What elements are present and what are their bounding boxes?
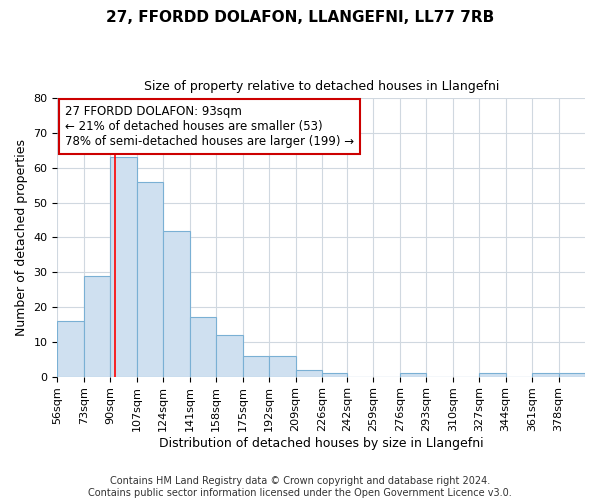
Bar (242, 356, 269, 376)
Bar (559, 373, 585, 376)
Bar (163, 230, 190, 376)
Bar (110, 158, 137, 376)
Bar (84, 276, 110, 376)
Text: 27 FFORDD DOLAFON: 93sqm
← 21% of detached houses are smaller (53)
78% of semi-d: 27 FFORDD DOLAFON: 93sqm ← 21% of detach… (65, 106, 355, 148)
Text: 27, FFORDD DOLAFON, LLANGEFNI, LL77 7RB: 27, FFORDD DOLAFON, LLANGEFNI, LL77 7RB (106, 10, 494, 25)
Bar (269, 356, 296, 376)
Bar (532, 373, 559, 376)
Bar (216, 335, 242, 376)
X-axis label: Distribution of detached houses by size in Llangefni: Distribution of detached houses by size … (159, 437, 484, 450)
Text: Contains HM Land Registry data © Crown copyright and database right 2024.
Contai: Contains HM Land Registry data © Crown c… (88, 476, 512, 498)
Bar (137, 182, 163, 376)
Bar (479, 373, 506, 376)
Y-axis label: Number of detached properties: Number of detached properties (15, 139, 28, 336)
Bar (400, 373, 426, 376)
Bar (296, 370, 322, 376)
Title: Size of property relative to detached houses in Llangefni: Size of property relative to detached ho… (143, 80, 499, 93)
Bar (190, 318, 216, 376)
Bar (58, 321, 84, 376)
Bar (322, 373, 347, 376)
